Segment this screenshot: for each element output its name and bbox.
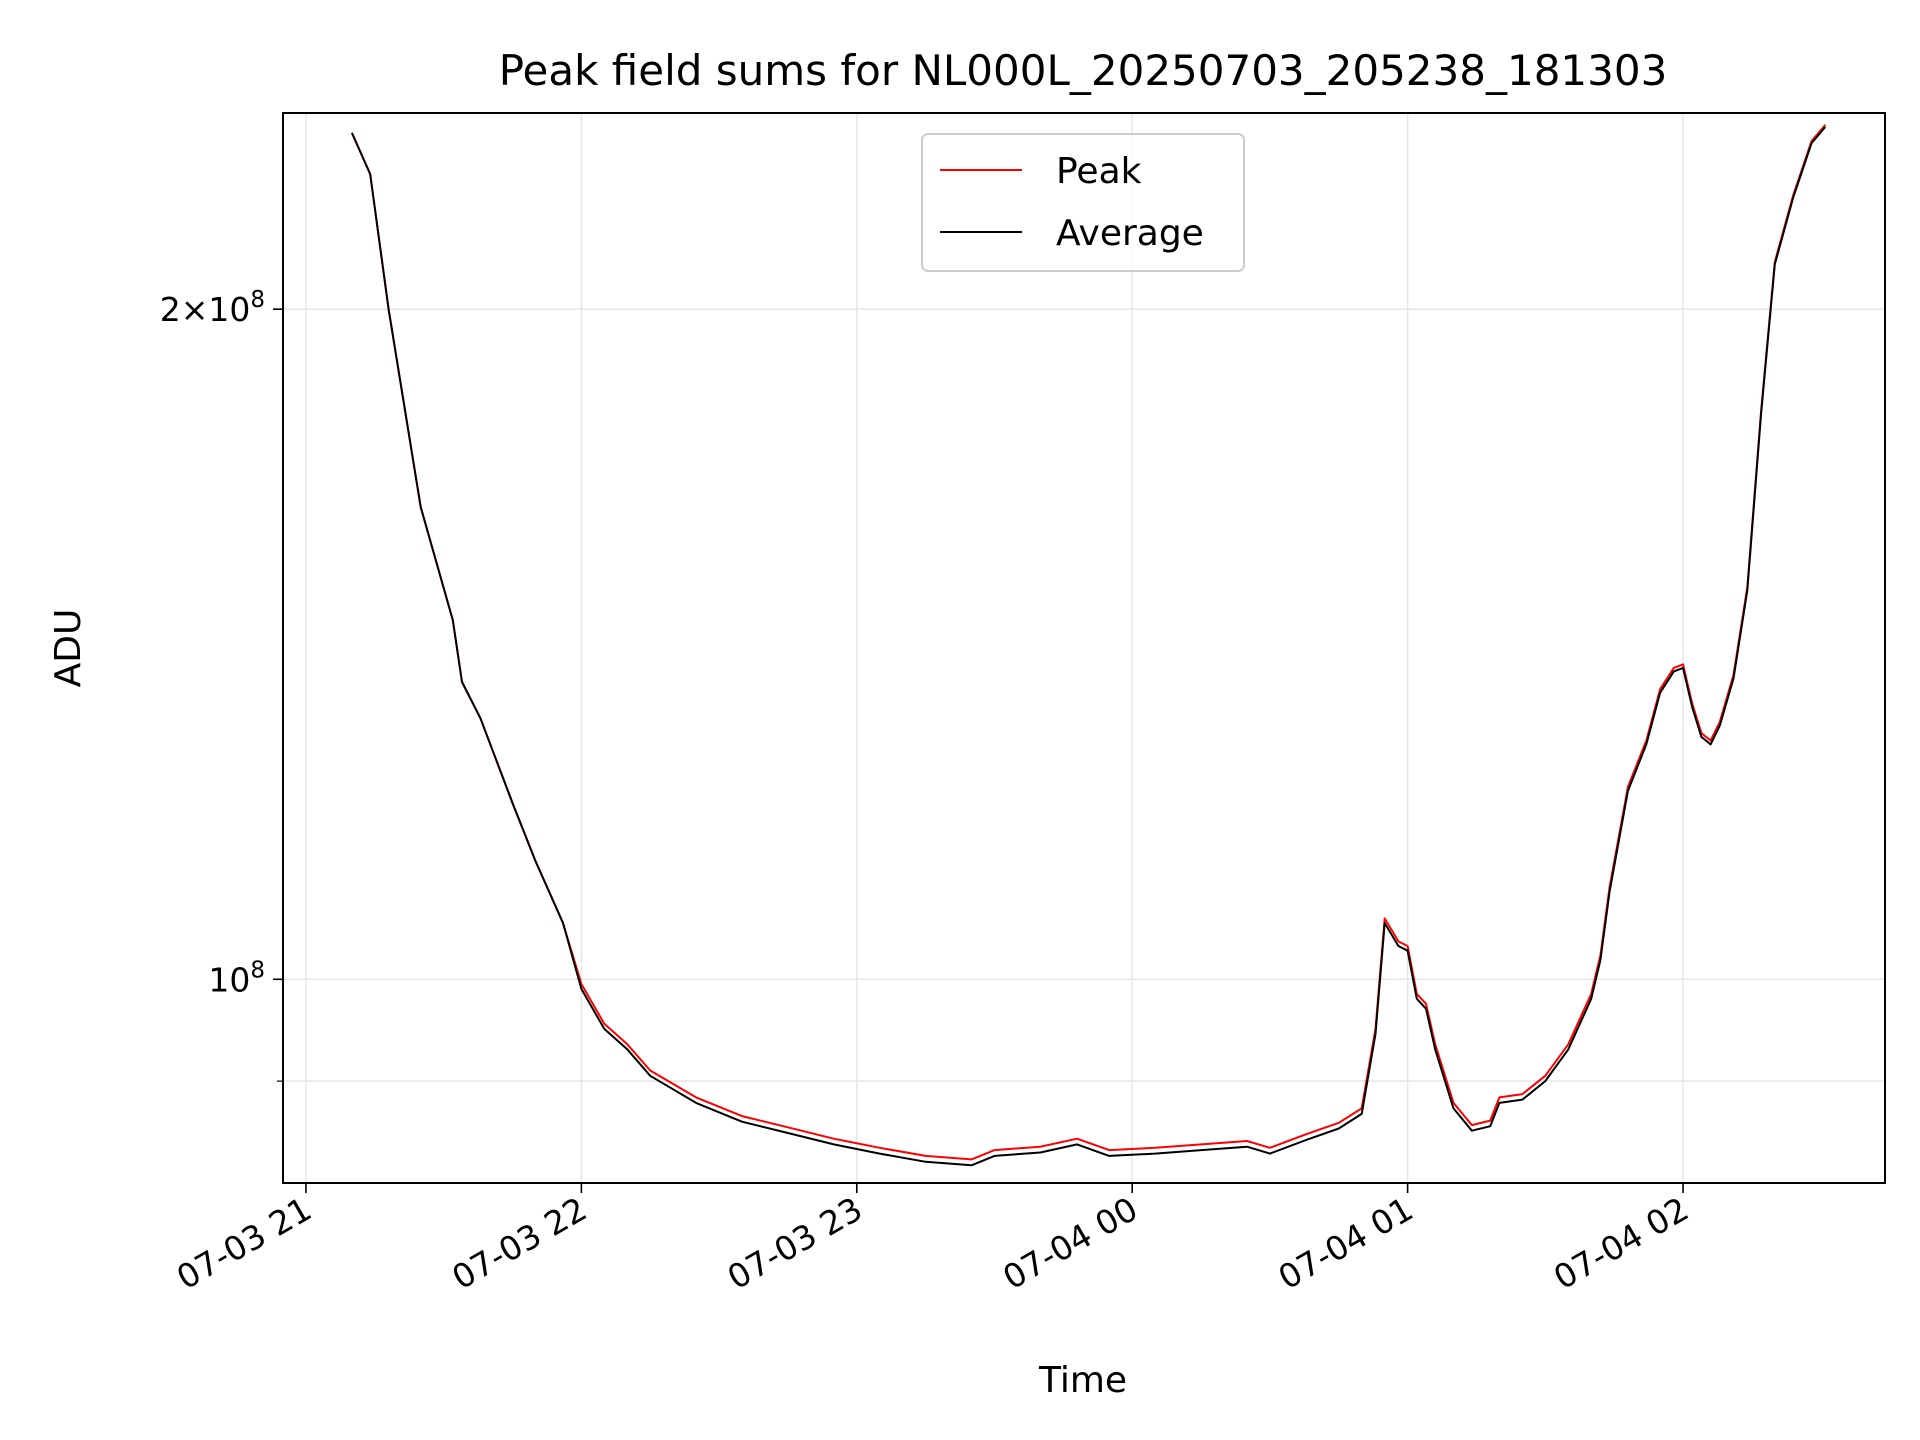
legend-label-peak: Peak bbox=[1056, 151, 1142, 192]
y-tick-exponent: 8 bbox=[250, 287, 265, 313]
y-tick-base: 10 bbox=[208, 960, 250, 999]
x-axis-label: Time bbox=[1038, 1360, 1127, 1401]
legend-box bbox=[921, 133, 1245, 272]
y-tick-label: 108 bbox=[208, 957, 265, 999]
legend: Peak Average bbox=[921, 133, 1245, 272]
grid-lines bbox=[283, 113, 1885, 1183]
y-tick-label: 2×108 bbox=[160, 287, 265, 329]
y-tick-times: × bbox=[181, 290, 209, 329]
y-tick-base: 10 bbox=[208, 290, 250, 329]
y-tick-mantissa: 2 bbox=[160, 290, 181, 329]
chart-title: Peak field sums for NL000L_20250703_2052… bbox=[499, 46, 1668, 95]
y-axis-label: ADU bbox=[48, 609, 89, 688]
series-layer bbox=[350, 124, 1827, 1167]
y-tick-exponent: 8 bbox=[250, 957, 265, 983]
plot-frame bbox=[282, 112, 1886, 1184]
legend-label-average: Average bbox=[1056, 213, 1204, 254]
series-line-average bbox=[350, 126, 1827, 1167]
